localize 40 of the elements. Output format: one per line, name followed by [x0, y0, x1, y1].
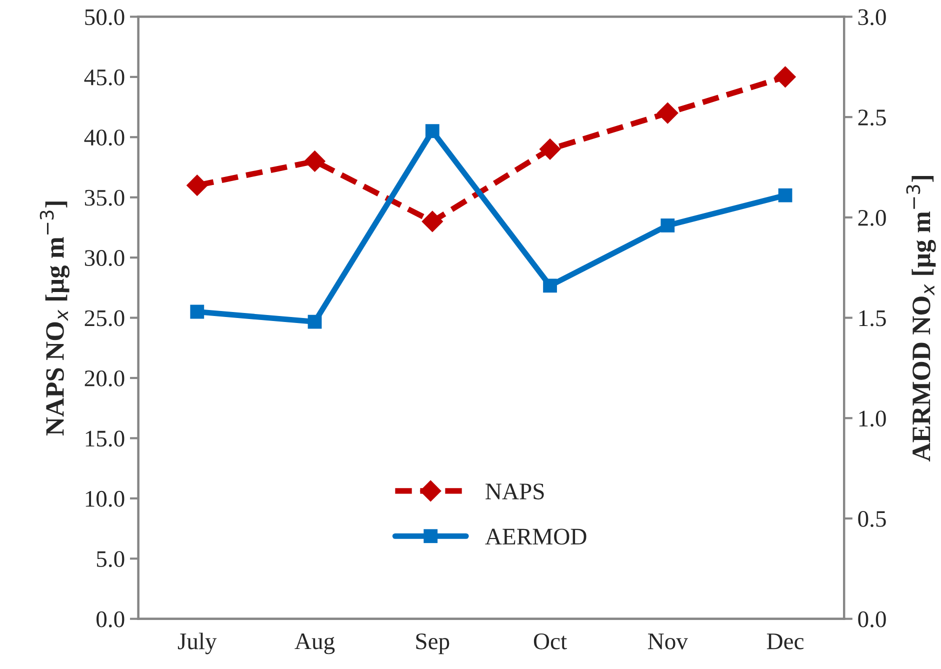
- point: [304, 150, 326, 172]
- x-tick-label: Oct: [534, 633, 567, 650]
- y2-tick-label: 2.5: [858, 110, 886, 126]
- y-axis-title: NAPS NO$_{x}$ [µg m$^{−3}$]: [40, 202, 70, 436]
- y2-tick-label: 0.0: [858, 611, 886, 628]
- y-tick-label: 0.0: [96, 611, 124, 628]
- y2-tick-label: 1.0: [859, 410, 886, 427]
- x-tick-label: July: [178, 632, 217, 654]
- x-tick-label: Sep: [416, 633, 450, 654]
- y-tick-label: 45.0: [84, 69, 124, 86]
- point: [422, 210, 444, 232]
- point: [660, 218, 675, 232]
- y-tick-label: 5.0: [96, 551, 124, 568]
- point: [656, 102, 678, 124]
- y2-tick-label: 2.0: [858, 210, 886, 226]
- y-tick-label: 20.0: [84, 370, 124, 387]
- x-tick-label: Dec: [766, 634, 804, 650]
- y-tick-label: 40.0: [84, 130, 124, 146]
- y-tick-label: 30.0: [84, 250, 124, 266]
- y2-tick-label: 1.5: [859, 310, 886, 326]
- x-tick-label: Nov: [648, 634, 688, 650]
- y-tick-label: 50.0: [85, 9, 124, 26]
- y2-tick-label: 3.0: [858, 9, 886, 26]
- point: [425, 124, 440, 138]
- legend-label: NAPS: [486, 484, 544, 500]
- y-tick-label: 35.0: [84, 190, 124, 206]
- point: [539, 138, 561, 160]
- point: [778, 188, 792, 202]
- point: [308, 314, 322, 329]
- y-tick-label: 15.0: [86, 430, 124, 447]
- point: [190, 304, 204, 319]
- point: [186, 174, 208, 196]
- y-tick-label: 25.0: [84, 310, 124, 326]
- y2-tick-label: 0.5: [858, 510, 886, 528]
- legend-label: AERMOD: [485, 528, 586, 545]
- y2-axis-title: AERMOD NO$_{x}$ [µg m$^{−3}$]: [906, 176, 936, 462]
- y-tick-label: 10.0: [86, 490, 124, 507]
- x-tick-label: Aug: [294, 633, 335, 654]
- point: [543, 278, 557, 293]
- point: [774, 66, 796, 88]
